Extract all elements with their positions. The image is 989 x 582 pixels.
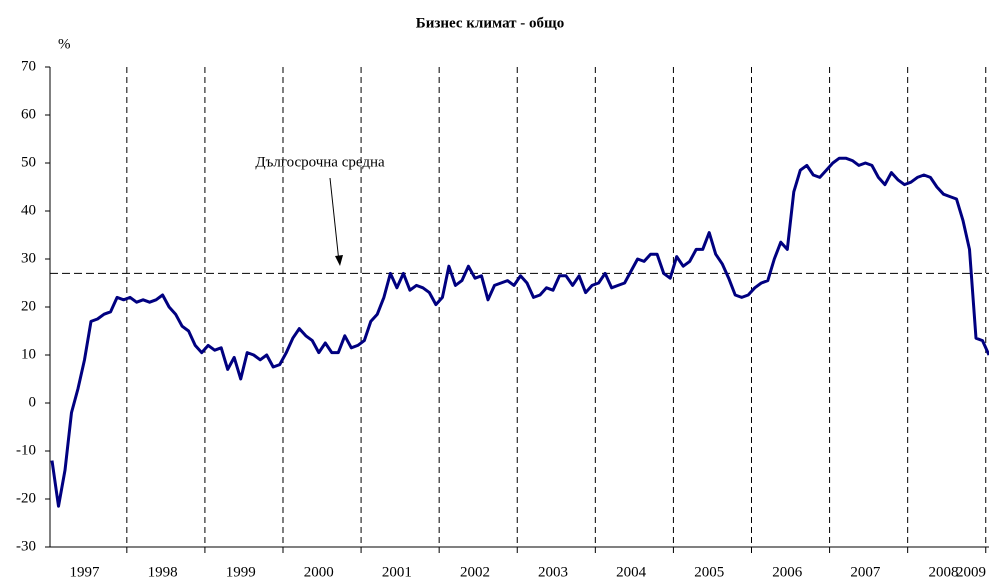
- x-tick-label: 2001: [382, 564, 412, 580]
- x-tick-label: 2003: [538, 564, 568, 580]
- annotation-arrow: [329, 177, 340, 263]
- x-tick-label: 1997: [70, 564, 101, 580]
- x-tick-label: 1998: [148, 564, 178, 580]
- x-tick-label: 2007: [850, 564, 881, 580]
- x-tick-label: 2008: [928, 564, 958, 580]
- y-tick-label: 70: [21, 58, 36, 74]
- arrow-head: [335, 255, 343, 266]
- y-tick-label: 10: [21, 346, 36, 362]
- data-line: [50, 156, 989, 508]
- y-tick-label: -10: [16, 442, 36, 458]
- x-tick-label: 1999: [226, 564, 256, 580]
- y-tick-label: 20: [21, 298, 36, 314]
- x-tick-label: 2004: [616, 564, 647, 580]
- annotation: Дългосрочна средна: [255, 154, 385, 170]
- y-tick-label: 50: [21, 154, 36, 170]
- y-tick-label: -30: [16, 538, 36, 554]
- y-tick-label: -20: [16, 490, 36, 506]
- y-tick-label: 30: [21, 250, 36, 266]
- chart-title: Бизнес климат - общо: [416, 15, 564, 31]
- x-tick-label: 2002: [460, 564, 490, 580]
- x-tick-label: 2005: [694, 564, 724, 580]
- x-tick-label: 2000: [304, 564, 334, 580]
- y-tick-label: 0: [29, 394, 37, 410]
- x-tick-label: 2006: [772, 564, 803, 580]
- x-tick-label: 2009: [956, 564, 986, 580]
- y-axis-label: %: [58, 36, 71, 52]
- y-tick-label: 40: [21, 202, 36, 218]
- y-tick-label: 60: [21, 106, 36, 122]
